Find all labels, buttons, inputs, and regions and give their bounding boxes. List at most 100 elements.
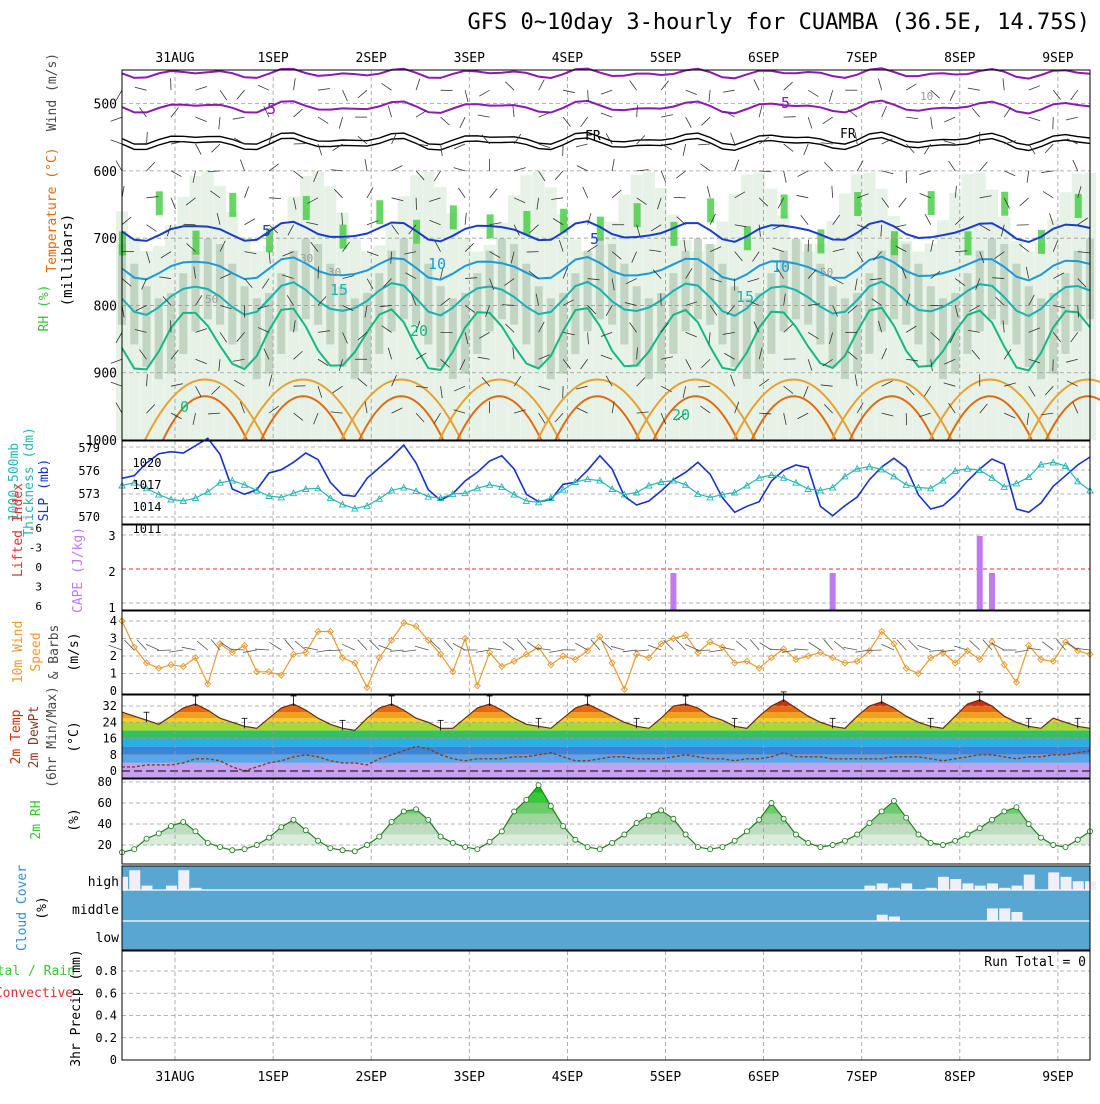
wind-barb bbox=[577, 166, 588, 171]
slp-tick-1011: 1011 bbox=[133, 522, 162, 536]
cape-tick-2: 2 bbox=[108, 565, 115, 579]
rh-point bbox=[450, 840, 455, 845]
date-bottom-9SEP: 9SEP bbox=[1042, 1070, 1073, 1085]
surface-wind-barb bbox=[664, 640, 674, 650]
rh-point bbox=[683, 832, 688, 837]
cape-bar bbox=[670, 573, 676, 610]
wind-barb bbox=[924, 144, 930, 154]
rh-band-gray bbox=[988, 239, 996, 320]
surface-wind-barb bbox=[1027, 648, 1041, 650]
rh-point bbox=[267, 835, 272, 840]
cloud-bar-high bbox=[178, 870, 189, 890]
cloud-bar-middle bbox=[999, 908, 1010, 921]
rh-bands bbox=[122, 772, 1090, 867]
cloud-level-high: high bbox=[88, 875, 119, 890]
wind-barb bbox=[798, 171, 809, 177]
rh-point bbox=[671, 816, 676, 821]
surface-wind-barb bbox=[197, 641, 208, 650]
wind-barb bbox=[950, 90, 955, 101]
surface-wind-barb bbox=[444, 639, 453, 650]
surface-wind-barb bbox=[1066, 642, 1077, 650]
label-minus5-b: -5 bbox=[772, 94, 790, 112]
rh-point bbox=[806, 840, 811, 845]
wind-barb bbox=[878, 79, 881, 91]
rh-band-gray bbox=[792, 239, 800, 320]
wind-barb bbox=[339, 117, 342, 129]
rh-band-gray bbox=[302, 239, 310, 320]
wind-barb bbox=[925, 214, 931, 225]
wind10m-frame bbox=[122, 611, 1090, 694]
surface-wind-barb bbox=[269, 642, 281, 650]
wind-barb bbox=[583, 187, 588, 198]
surface-wind-barb bbox=[760, 643, 772, 650]
surface-wind-barb bbox=[182, 647, 196, 650]
rh-point bbox=[1075, 837, 1080, 842]
wind-barb bbox=[630, 80, 637, 90]
wind-barb bbox=[539, 113, 550, 117]
label-6hr-minmax: (6hr Min/Max) bbox=[45, 686, 60, 788]
wind-barb bbox=[505, 82, 514, 90]
rh-band-gray bbox=[216, 244, 224, 325]
wind-barb bbox=[823, 117, 833, 124]
wind-barb bbox=[754, 79, 759, 90]
date-top-5SEP: 5SEP bbox=[650, 51, 681, 66]
wind-barb bbox=[784, 82, 793, 90]
label-20: 20 bbox=[410, 322, 428, 340]
surface-wind-barb bbox=[736, 641, 747, 650]
rh-point bbox=[1026, 822, 1031, 827]
rh-band-green bbox=[928, 191, 935, 215]
wind-barb bbox=[318, 144, 322, 155]
rh-point bbox=[953, 838, 958, 843]
slp-frame bbox=[122, 441, 1090, 524]
wind-barb bbox=[465, 90, 468, 102]
surface-wind-barb bbox=[834, 641, 845, 650]
rh-band-gray bbox=[682, 251, 690, 332]
surface-wind-barb bbox=[503, 642, 514, 650]
rh-point bbox=[965, 832, 970, 837]
surface-wind-barb bbox=[295, 641, 306, 650]
surface-wind-barb bbox=[909, 640, 919, 650]
rh-band-green bbox=[156, 191, 163, 215]
temp-band bbox=[122, 698, 1090, 706]
wind-barb bbox=[612, 159, 614, 171]
thickness-tick-570: 570 bbox=[78, 510, 100, 524]
surface-wind-barb bbox=[415, 646, 428, 650]
surface-wind-barb bbox=[157, 650, 171, 651]
rh-point bbox=[414, 807, 419, 812]
rh-band-green bbox=[193, 231, 200, 255]
label-15: 15 bbox=[330, 281, 348, 299]
label-10m-wind: 10m Wind bbox=[11, 621, 26, 684]
rh-band-green bbox=[303, 196, 310, 220]
surface-wind-barb bbox=[1076, 648, 1090, 650]
temp-tick-8: 8 bbox=[110, 748, 117, 762]
wind-barb bbox=[294, 78, 296, 90]
wind-barb bbox=[980, 162, 988, 171]
rh-point bbox=[463, 845, 468, 850]
date-bottom-6SEP: 6SEP bbox=[748, 1070, 779, 1085]
upper-ytick-900: 900 bbox=[94, 367, 117, 382]
wind-barb bbox=[919, 171, 930, 175]
slp-label-slp: SLP (mb) bbox=[37, 459, 52, 522]
rh-band-gray bbox=[584, 251, 592, 332]
temp-tick-16: 16 bbox=[103, 732, 117, 746]
rh-tick-40: 40 bbox=[98, 817, 112, 831]
surface-wind-barb bbox=[255, 649, 269, 650]
date-top-7SEP: 7SEP bbox=[846, 51, 877, 66]
date-bottom-5SEP: 5SEP bbox=[650, 1070, 681, 1085]
rh-point bbox=[867, 820, 872, 825]
wind-barb bbox=[382, 83, 392, 90]
slp-tick-1017: 1017 bbox=[133, 478, 162, 492]
wind-barb bbox=[563, 117, 570, 126]
wind-barb bbox=[111, 117, 122, 121]
wind-barb bbox=[220, 90, 227, 100]
rh-point bbox=[818, 845, 823, 850]
cloud-bar-high bbox=[864, 886, 875, 890]
label-rh50: 50 bbox=[205, 293, 218, 306]
surface-wind-barb bbox=[390, 650, 404, 651]
cloud-bar-high bbox=[1024, 875, 1035, 890]
rh-point bbox=[659, 808, 664, 813]
wind-barb bbox=[1045, 144, 1053, 153]
surface-wind-barb bbox=[591, 639, 600, 650]
rh-point bbox=[928, 840, 933, 845]
date-bottom-4SEP: 4SEP bbox=[552, 1070, 583, 1085]
